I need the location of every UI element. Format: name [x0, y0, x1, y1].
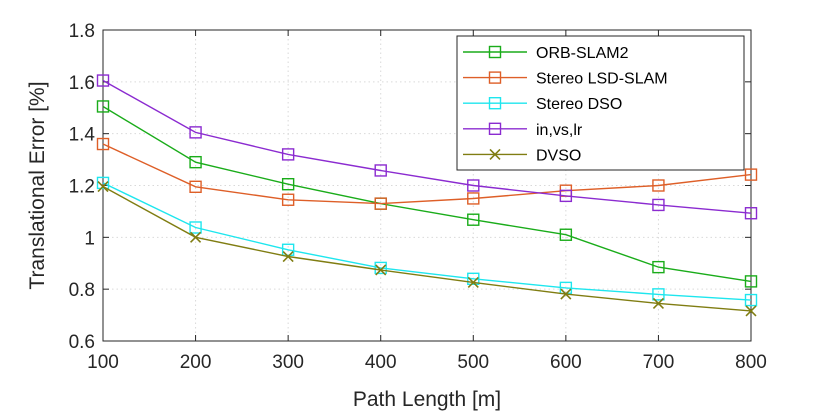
- marker-stroke: [282, 250, 294, 263]
- series-line: [102, 185, 752, 312]
- data-point: [559, 189, 573, 203]
- data-point: [375, 264, 387, 276]
- series-group: [96, 74, 758, 317]
- data-point: [467, 213, 480, 226]
- x-tick-label: 800: [735, 352, 767, 373]
- legend-marker: [488, 96, 502, 110]
- data-point: [96, 74, 110, 87]
- y-tick-label: 1: [84, 228, 95, 249]
- marker-stroke: [652, 297, 664, 309]
- data-point: [559, 228, 573, 241]
- data-point: [189, 155, 202, 169]
- data-point: [282, 250, 294, 263]
- data-point: [96, 137, 110, 151]
- data-point: [467, 276, 479, 288]
- y-tick-label: 0.6: [69, 332, 95, 353]
- data-point: [744, 293, 758, 307]
- marker-stroke: [560, 288, 572, 300]
- data-point: [189, 221, 202, 234]
- data-point: [744, 168, 758, 181]
- legend: ORB-SLAM2 Stereo LSD-SLAM Stereo DSO in,vs,…: [456, 35, 745, 171]
- marker-stroke: [97, 180, 109, 193]
- y-tick-label: 1.4: [69, 125, 96, 146]
- legend-marker: [489, 148, 501, 160]
- x-tick-label: 500: [457, 352, 489, 373]
- legend-label: Stereo LSD-SLAM: [536, 71, 668, 88]
- legend-item-dvso: DVSO: [463, 147, 581, 164]
- legend-item-orb-slam2: ORB-SLAM2: [463, 45, 629, 62]
- x-tick-label: 100: [87, 352, 119, 373]
- data-point: [467, 192, 480, 205]
- data-point: [189, 126, 202, 139]
- marker-stroke: [375, 264, 387, 276]
- legend-marker: [488, 122, 502, 136]
- data-point: [281, 193, 295, 206]
- data-point: [744, 207, 758, 220]
- x-tick-label: 200: [180, 352, 212, 373]
- series-stereo-lsd-slam: [96, 137, 758, 210]
- data-point: [281, 243, 295, 256]
- marker-stroke: [489, 148, 501, 160]
- x-tick-label: 700: [643, 352, 675, 373]
- data-point: [467, 272, 480, 285]
- legend-item-stereo-dso: Stereo DSO: [463, 96, 622, 113]
- legend-item-stereo-lsd-slam: Stereo LSD-SLAM: [463, 71, 668, 88]
- data-point: [96, 100, 110, 113]
- series-line: [102, 143, 752, 205]
- series-line: [102, 79, 752, 214]
- data-point: [467, 179, 480, 192]
- data-point: [652, 260, 665, 274]
- series-in-vs-lr: [96, 74, 758, 220]
- data-point: [189, 180, 202, 193]
- series-line: [102, 105, 752, 283]
- series-orb-slam2: [96, 100, 758, 288]
- legend-label: DVSO: [536, 147, 581, 164]
- series-dvso: [97, 180, 757, 317]
- legend-label: Stereo DSO: [536, 96, 622, 113]
- series-line: [102, 182, 752, 301]
- data-point: [97, 180, 109, 193]
- data-point: [281, 178, 295, 191]
- data-point: [745, 305, 757, 317]
- y-axis-label: Translational Error [%]: [26, 81, 49, 289]
- data-point: [652, 297, 664, 309]
- y-tick-label: 1.2: [69, 177, 95, 198]
- data-point: [281, 148, 295, 161]
- y-tick-label: 1.8: [69, 21, 95, 42]
- data-point: [652, 198, 665, 212]
- data-point: [96, 176, 110, 190]
- y-tick-label: 0.8: [69, 280, 95, 301]
- data-point: [652, 179, 665, 192]
- x-tick-label: 400: [365, 352, 397, 373]
- marker-stroke: [745, 305, 757, 317]
- x-tick-label: 300: [272, 352, 304, 373]
- data-point: [374, 197, 387, 210]
- marker-stroke: [467, 276, 479, 288]
- legend-marker: [488, 71, 502, 84]
- legend-marker: [488, 45, 502, 59]
- data-point: [560, 288, 572, 300]
- data-point: [374, 261, 387, 275]
- data-point: [190, 231, 202, 243]
- x-tick-label: 600: [550, 352, 582, 373]
- data-point: [744, 275, 758, 288]
- y-tick-label: 1.6: [69, 73, 95, 94]
- legend-label: in,vs,lr: [536, 122, 583, 139]
- marker-stroke: [190, 231, 202, 243]
- legend-label: ORB-SLAM2: [536, 45, 629, 62]
- legend-item-in-vs-lr: in,vs,lr: [463, 122, 583, 139]
- axis-ticks: 100 200 300 400 500 600 700 800 0.6 0.8 1 1.2 1.4 1.6…: [69, 21, 767, 373]
- series-stereo-dso: [96, 176, 758, 307]
- data-point: [652, 288, 665, 301]
- x-axis-label: Path Length [m]: [353, 388, 501, 411]
- data-point: [374, 164, 387, 177]
